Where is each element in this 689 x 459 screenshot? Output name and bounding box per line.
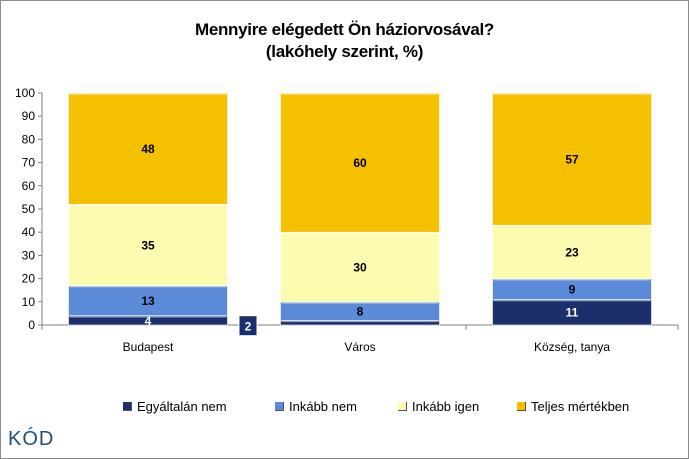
legend-label: Teljes mértékben [531, 399, 630, 414]
chart-legend: Egyáltalán nem Inkább nem Inkább igen Telje… [0, 399, 689, 419]
bar-segment [492, 92, 652, 226]
legend-swatch [517, 402, 526, 411]
data-label: 8 [357, 305, 364, 319]
x-tick-label: Község, tanya [534, 340, 610, 354]
bar-segment [492, 299, 652, 326]
y-tick-label: 60 [22, 179, 36, 193]
data-label: 4 [145, 314, 152, 328]
legend-swatch [275, 402, 284, 411]
data-label: 23 [565, 245, 579, 259]
x-tick-label: Budapest [123, 340, 174, 354]
bar-segment [68, 285, 228, 317]
bar-segment [68, 204, 228, 286]
y-tick-label: 90 [22, 109, 36, 123]
x-tick-label: Város [344, 340, 375, 354]
y-tick-label: 30 [22, 248, 36, 262]
legend-swatch [123, 402, 132, 411]
legend-label: Egyáltalán nem [137, 399, 227, 414]
data-label: 60 [353, 156, 367, 170]
y-tick-label: 0 [28, 318, 35, 332]
data-label: 35 [141, 238, 155, 252]
y-tick-label: 50 [22, 202, 36, 216]
logo-text: KÓD [8, 427, 55, 450]
data-label-box [238, 315, 258, 337]
y-tick-label: 10 [22, 295, 36, 309]
bar-segment [280, 231, 440, 303]
data-label: 9 [569, 283, 576, 297]
y-tick-label: 100 [15, 86, 35, 100]
bar-segment [492, 224, 652, 279]
kod-logo: KÓD [8, 427, 54, 451]
data-label: 30 [353, 261, 367, 275]
legend-item: Inkább igen [398, 399, 479, 414]
y-tick-label: 70 [22, 156, 36, 170]
data-label: 13 [141, 294, 155, 308]
chart-title: Mennyire elégedett Ön háziorvosával? [194, 20, 495, 39]
data-label: 11 [566, 306, 579, 320]
data-label: 2 [245, 320, 252, 334]
data-label: 57 [565, 153, 579, 167]
legend-label: Inkább igen [412, 399, 480, 414]
chart-subtitle: (lakóhely szerint, %) [265, 42, 424, 61]
legend-label: Inkább nem [289, 399, 357, 414]
legend-item: Inkább nem [275, 399, 357, 414]
legend-item: Egyáltalán nem [123, 399, 227, 414]
y-tick-label: 40 [22, 225, 36, 239]
y-tick-label: 80 [22, 132, 36, 146]
data-label: 48 [141, 142, 155, 156]
legend-swatch [398, 402, 407, 411]
y-tick-label: 20 [22, 272, 36, 286]
bar-segment [280, 92, 440, 233]
legend-item: Teljes mértékben [517, 399, 629, 414]
bar-segment [68, 92, 228, 205]
